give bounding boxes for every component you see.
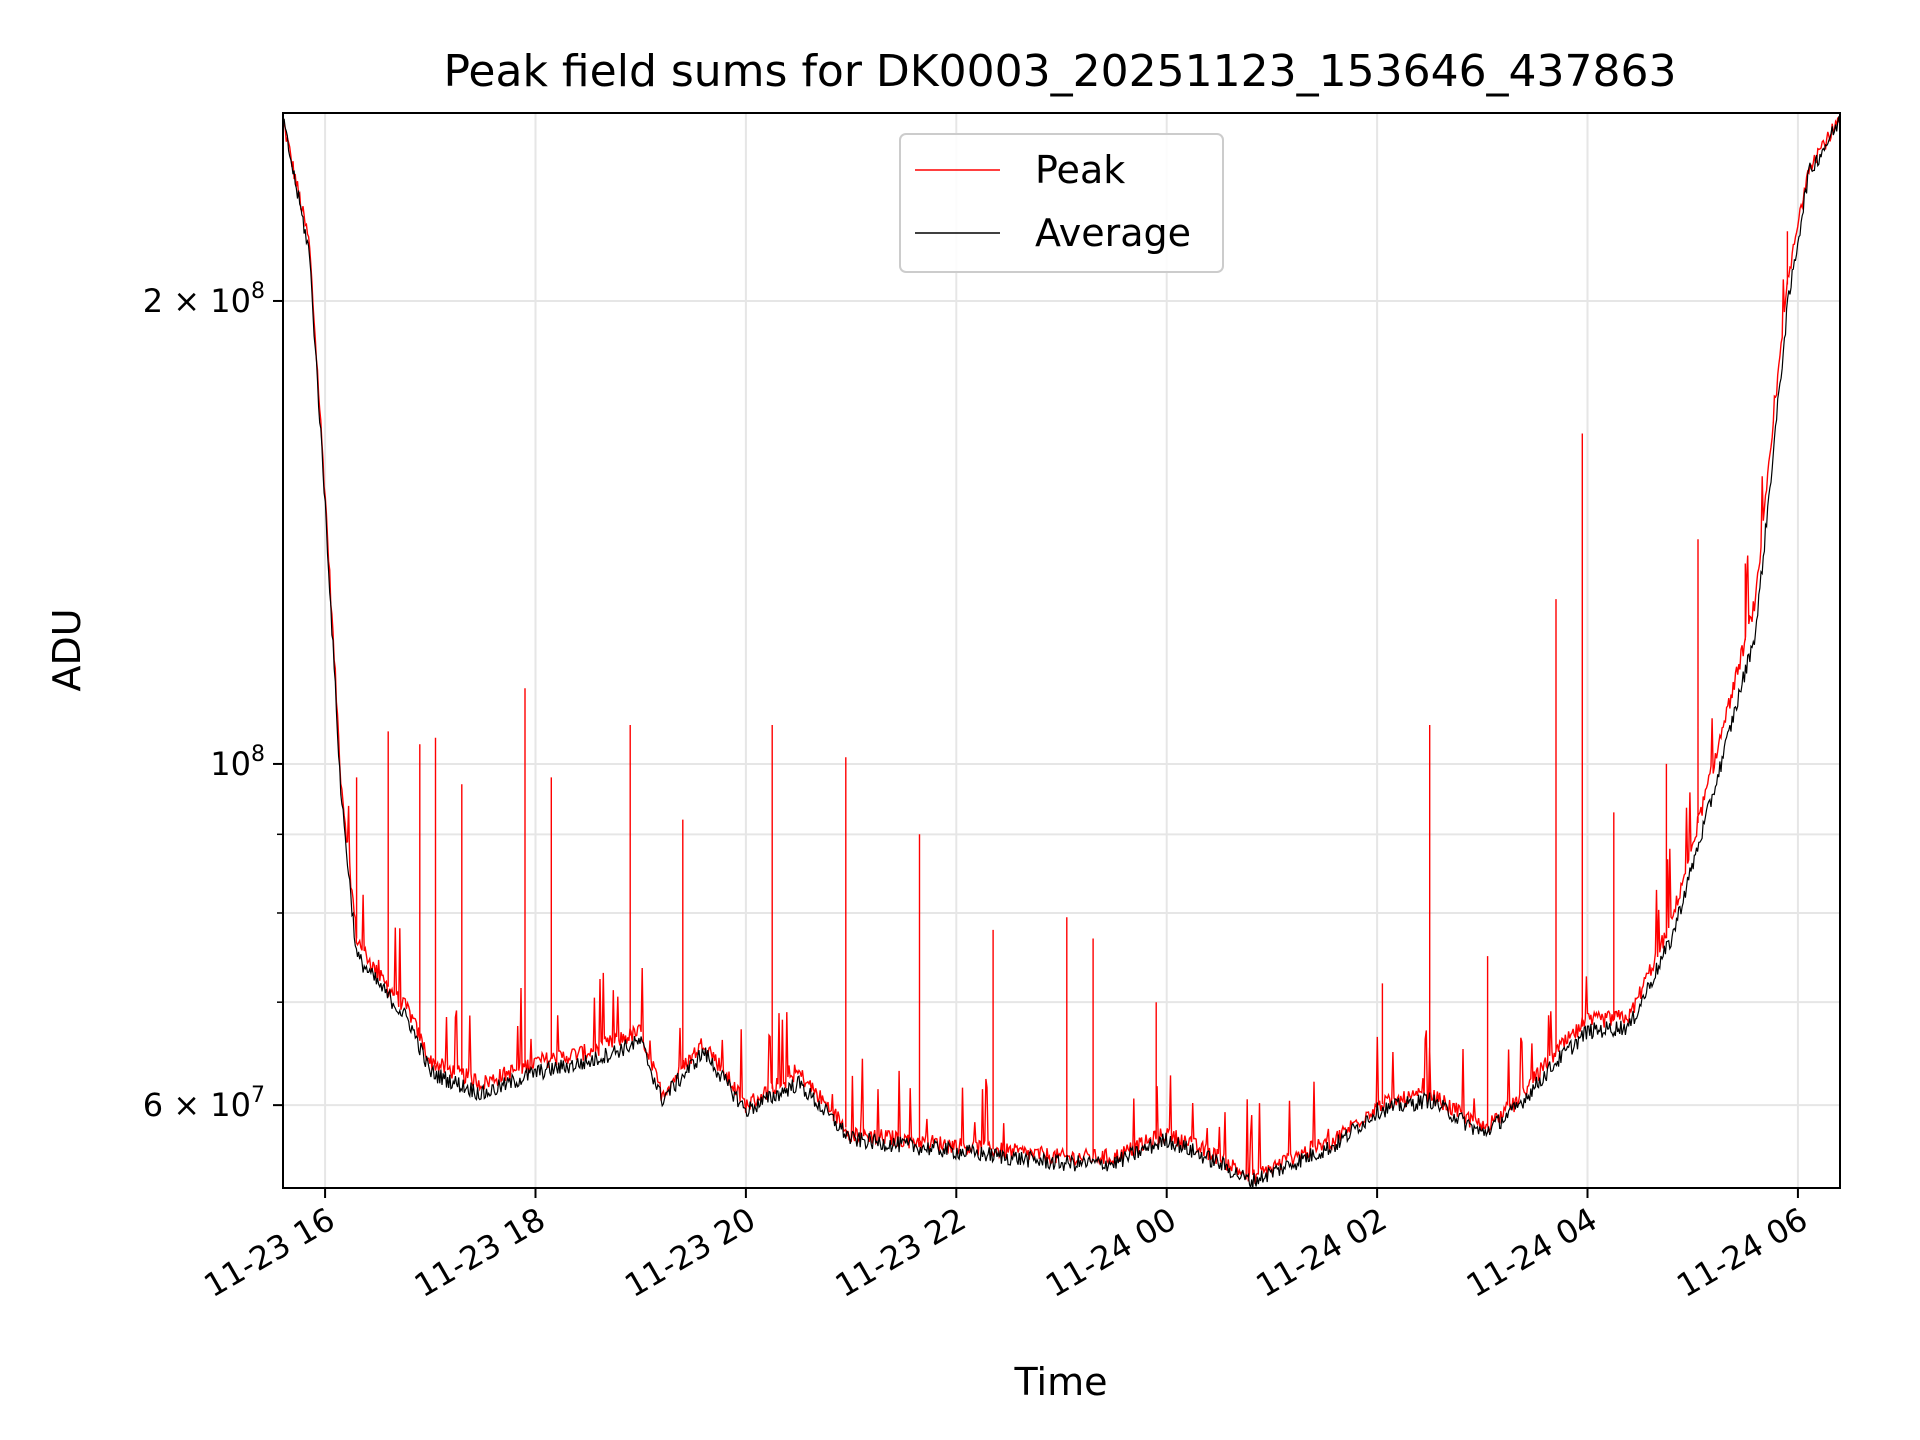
x-tick-label: 11-24 02	[1250, 1200, 1394, 1305]
legend-average-label: Average	[1035, 211, 1191, 255]
x-tick-label: 11-23 16	[197, 1200, 341, 1305]
y-axis-ticks: 6 × 107 108 2 × 108	[143, 279, 283, 1124]
series-line-peak	[283, 113, 1840, 1185]
x-tick-label: 11-24 04	[1460, 1200, 1604, 1305]
legend: Peak Average	[899, 133, 1224, 273]
axes-frame	[282, 112, 1841, 1189]
y-tick-label: 108	[210, 742, 265, 783]
x-tick-label: 11-23 20	[618, 1200, 762, 1305]
y-axis-label: ADU	[45, 608, 89, 691]
grid-lines	[283, 113, 1840, 1188]
series-line-average	[283, 116, 1840, 1188]
legend-box	[899, 133, 1224, 273]
y-tick-label: 2 × 108	[143, 279, 265, 320]
y-tick-label: 6 × 107	[143, 1083, 265, 1124]
x-axis-label: Time	[1014, 1360, 1108, 1404]
x-tick-label: 11-24 06	[1670, 1200, 1814, 1305]
plot-area	[283, 113, 1840, 1188]
chart-title: Peak field sums for DK0003_20251123_1536…	[443, 46, 1676, 97]
x-axis-ticks: 11-23 16 11-23 18 11-23 20 11-23 22 11-24 00…	[197, 1188, 1814, 1305]
x-tick-label: 11-24 00	[1039, 1200, 1183, 1305]
legend-peak-label: Peak	[1035, 148, 1125, 192]
x-tick-label: 11-23 22	[829, 1200, 973, 1305]
x-tick-label: 11-23 18	[408, 1200, 552, 1305]
